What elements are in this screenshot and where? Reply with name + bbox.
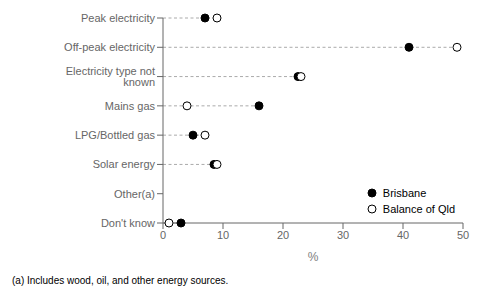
svg-text:Other(a): Other(a) [114, 188, 155, 200]
svg-text:30: 30 [337, 229, 349, 241]
html-text:Brisbane: Brisbane [382, 187, 427, 199]
svg-text:Mains gas: Mains gas [105, 100, 156, 112]
html-text:(a) Includes wood, oil, and ot: (a) Includes wood, oil, and other energy… [12, 275, 229, 286]
svg-text:Off-peak electricity: Off-peak electricity [64, 41, 155, 53]
svg-text:Electricity type notknown: Electricity type notknown [66, 65, 155, 88]
svg-text:0: 0 [160, 229, 166, 241]
svg-text:40: 40 [397, 229, 409, 241]
svg-text:Don't know: Don't know [101, 217, 155, 229]
html-text:Balance of Qld: Balance of Qld [382, 203, 455, 215]
svg-text:10: 10 [217, 229, 229, 241]
svg-text:LPG/Bottled gas: LPG/Bottled gas [75, 129, 156, 141]
svg-text:%: % [308, 250, 319, 264]
svg-text:Solar energy: Solar energy [93, 158, 156, 170]
svg-text:50: 50 [457, 229, 469, 241]
svg-text:20: 20 [277, 229, 289, 241]
svg-text:Peak electricity: Peak electricity [81, 12, 155, 24]
